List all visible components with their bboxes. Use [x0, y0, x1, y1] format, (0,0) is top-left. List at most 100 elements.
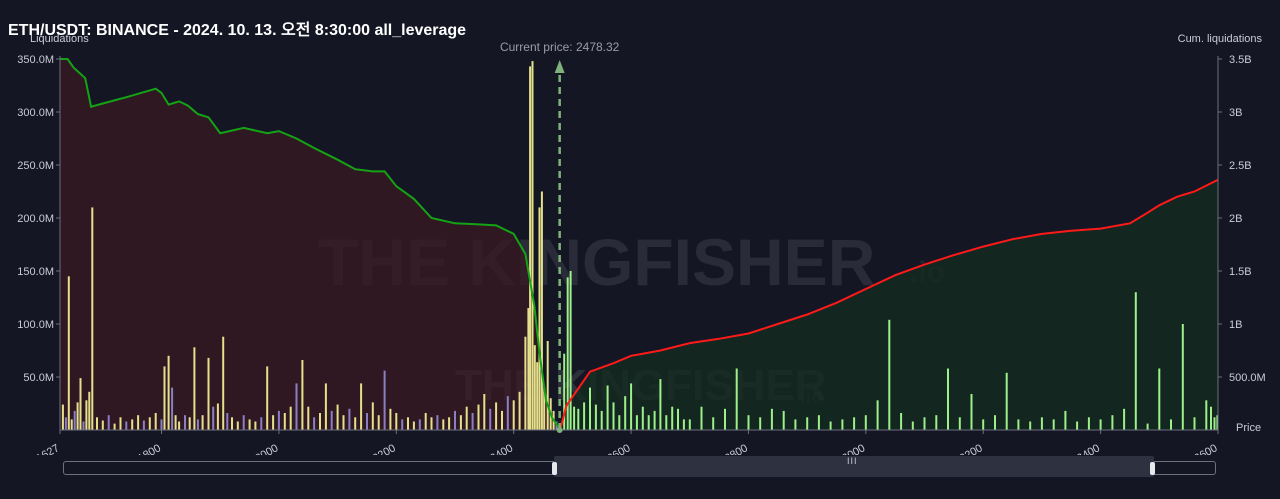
liquidation-bar	[1158, 368, 1161, 430]
liquidation-bar	[395, 413, 398, 430]
liquidation-bar	[1181, 324, 1184, 430]
liquidation-bar	[958, 417, 961, 430]
scroll-grip-icon: III	[847, 456, 858, 466]
liquidation-bar	[489, 408, 492, 430]
liquidation-bar	[806, 417, 809, 430]
short-cum-line	[559, 178, 1218, 431]
liquidation-bar	[600, 410, 603, 430]
liquidation-bar	[841, 419, 844, 430]
liquidation-bar	[536, 362, 539, 430]
range-right-handle[interactable]	[1150, 462, 1155, 475]
liquidation-bar	[506, 396, 509, 430]
liquidation-bar	[829, 421, 832, 430]
liquidation-bar	[174, 415, 177, 430]
liquidation-bar	[430, 417, 433, 430]
liquidation-bar	[1134, 292, 1137, 430]
liquidation-bar	[418, 419, 421, 430]
liquidation-bar	[923, 417, 926, 430]
liquidation-bar	[724, 408, 726, 430]
x-tick-label: 2600	[605, 442, 632, 455]
liquidation-bar	[524, 336, 527, 430]
liquidation-bar	[665, 415, 668, 430]
liquidation-bar	[319, 413, 321, 430]
liquidation-bar	[236, 421, 239, 430]
liquidation-bar	[1193, 417, 1196, 430]
liquidation-bar	[91, 207, 94, 430]
right-tick-label: 2B	[1229, 213, 1242, 225]
liquidation-bar	[1170, 419, 1172, 430]
liquidation-bar	[119, 417, 122, 430]
liquidation-bar	[163, 366, 166, 430]
liquidation-bar	[518, 391, 521, 430]
liquidation-bar	[1064, 410, 1067, 430]
liquidation-bar	[212, 406, 215, 430]
liquidation-bar	[188, 417, 191, 430]
left-tick-label: 150.0M	[17, 266, 54, 278]
liquidation-bar	[817, 415, 820, 430]
liquidation-chart[interactable]: THE KINGFISHER.ioTHE KINGFISHER.io 50.0M…	[0, 0, 1280, 455]
liquidation-bar	[471, 413, 474, 430]
current-price-label: Current price: 2478.32	[500, 40, 620, 54]
liquidation-bar	[624, 396, 627, 430]
liquidation-bar	[295, 383, 298, 430]
liquidation-bar	[512, 400, 515, 430]
liquidation-bar	[73, 410, 76, 430]
liquidation-bar	[864, 415, 867, 430]
liquidation-bar	[563, 353, 566, 430]
liquidation-bar	[283, 413, 286, 430]
liquidation-bar	[137, 415, 140, 430]
liquidation-bar	[377, 415, 380, 430]
liquidation-bar	[459, 415, 462, 430]
liquidation-bar	[383, 370, 386, 430]
right-tick-label: 1B	[1229, 319, 1242, 331]
liquidation-bar	[1017, 419, 1020, 430]
liquidation-bar	[935, 415, 938, 430]
liquidation-bar	[371, 402, 374, 430]
liquidation-bar	[538, 207, 541, 430]
liquidation-bar	[540, 191, 543, 430]
liquidation-bar	[301, 360, 304, 430]
liquidation-bar	[88, 391, 91, 430]
liquidation-bar	[222, 336, 225, 430]
left-tick-label: 300.0M	[17, 107, 54, 119]
liquidation-bar	[107, 415, 110, 430]
liquidation-bar	[594, 404, 597, 430]
liquidation-bar	[342, 415, 345, 430]
liquidation-bar	[242, 415, 245, 430]
liquidation-bar	[1210, 406, 1212, 430]
left-tick-label: 350.0M	[17, 54, 54, 66]
liquidation-bar	[272, 415, 275, 430]
range-left-handle[interactable]	[552, 462, 557, 475]
liquidation-bar	[61, 404, 64, 430]
liquidation-bar	[324, 383, 327, 430]
liquidation-bar	[735, 368, 738, 430]
liquidation-bar	[853, 417, 856, 430]
liquidation-bar	[630, 383, 633, 430]
liquidation-bar	[573, 406, 576, 430]
liquidation-bar	[366, 413, 368, 430]
liquidation-bar	[569, 271, 572, 430]
x-tick-label: 3600	[1192, 442, 1219, 455]
liquidation-bar	[527, 308, 530, 430]
right-tick-label: 2.5B	[1229, 160, 1252, 172]
liquidation-bar	[947, 368, 949, 430]
liquidation-bar	[529, 66, 532, 431]
range-scroll-thumb[interactable]: III	[554, 456, 1154, 477]
liquidation-bar	[635, 415, 638, 430]
liquidation-bar	[184, 415, 186, 430]
short-cum-area	[560, 179, 1218, 430]
left-axis-title: Liquidations	[30, 33, 89, 45]
left-tick-label: 50.0M	[23, 372, 54, 384]
liquidation-bar	[770, 408, 773, 430]
liquidation-bar	[589, 387, 591, 430]
liquidation-bar	[336, 404, 339, 430]
liquidation-bar	[196, 419, 199, 430]
x-axis-title: Price	[1236, 422, 1261, 434]
liquidation-bar	[700, 406, 703, 430]
liquidation-bar	[533, 345, 536, 430]
liquidation-bar	[424, 413, 427, 430]
liquidation-bar	[207, 357, 210, 430]
liquidation-bar	[266, 366, 269, 430]
liquidation-bar	[70, 419, 73, 430]
